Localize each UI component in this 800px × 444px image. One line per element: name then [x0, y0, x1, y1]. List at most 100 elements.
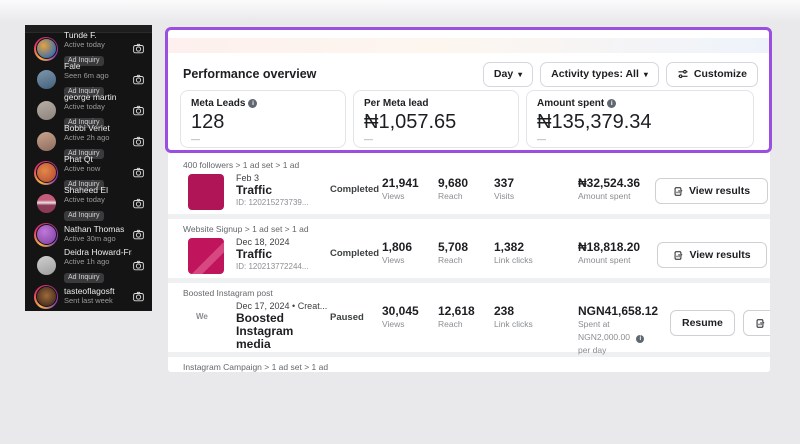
avatar	[35, 255, 57, 276]
dm-status: Active today	[64, 195, 105, 205]
customize-button[interactable]: Customize	[665, 61, 758, 87]
view-results-button[interactable]: View r	[742, 310, 770, 336]
camera-icon[interactable]	[132, 135, 145, 148]
avatar-frame	[34, 192, 58, 216]
dm-list-item[interactable]: tasteoflagosft Sent last week	[25, 281, 152, 311]
campaign-title: Traffic	[236, 247, 273, 261]
ad-inquiry-badge: Ad Inquiry	[64, 210, 104, 221]
campaign-breadcrumb: Website Signup > 1 ad set > 1 ad	[183, 224, 309, 234]
activity-types-dropdown[interactable]: Activity types: All ▾	[540, 61, 659, 87]
camera-icon[interactable]	[132, 197, 145, 210]
info-icon[interactable]: i	[607, 99, 617, 108]
dm-status: Active 1h ago	[64, 257, 110, 267]
dm-name: Bobbi Veriet	[64, 124, 110, 134]
dm-name: tasteoflagosft	[64, 287, 115, 297]
stat-instagram-profile: 254 Instagram Profile	[494, 371, 550, 372]
campaign-date: Dec 17, 2024 • Creat...	[236, 301, 328, 311]
campaign-title: Traffic	[236, 183, 273, 197]
info-icon[interactable]: i	[636, 335, 645, 344]
avatar	[35, 38, 57, 59]
campaign-breadcrumb: Boosted Instagram post	[183, 288, 273, 298]
avatar-frame	[34, 99, 58, 123]
avatar	[35, 286, 57, 307]
dm-list-item[interactable]: Bobbi Veriet Active 2h ago Ad Inquiry	[25, 124, 152, 159]
avatar-frame	[34, 130, 58, 154]
info-icon[interactable]: i	[248, 99, 258, 108]
dm-sidebar-header-partial	[25, 25, 152, 33]
camera-icon[interactable]	[132, 104, 145, 117]
dm-list-item[interactable]: Nathan Thomas Active 30m ago	[25, 219, 152, 250]
dm-list-item[interactable]: george martin Active today Ad Inquiry	[25, 93, 152, 128]
story-ring	[34, 222, 58, 247]
view-results-icon	[675, 250, 683, 260]
camera-icon[interactable]	[132, 228, 145, 241]
metric-trend: —	[537, 134, 546, 144]
avatar	[35, 100, 57, 121]
header-gradient-band	[168, 38, 770, 53]
metric-card-per-meta-lead[interactable]: Per Meta lead ₦1,057.65 —	[353, 90, 519, 148]
ad-thumbnail: We	[196, 312, 208, 321]
metric-label: Amount spent	[537, 98, 605, 109]
campaign-row[interactable]: Boosted Instagram post We Dec 17, 2024 •…	[168, 283, 770, 355]
dm-status: Active now	[64, 164, 101, 174]
campaign-date: Dec 18, 2024	[236, 237, 290, 247]
camera-icon[interactable]	[132, 166, 145, 179]
avatar	[35, 224, 57, 245]
metric-card-meta-leads[interactable]: Meta Leads i 128 —	[180, 90, 346, 148]
dm-list-item[interactable]: Deidra Howard-Fransaw Active 1h ago Ad I…	[25, 248, 152, 283]
view-results-icon	[756, 318, 765, 328]
chevron-down-icon: ▾	[643, 69, 648, 79]
view-results-button[interactable]: View results	[655, 178, 768, 204]
avatar	[35, 193, 57, 214]
campaign-title: Boosted Instagram media	[236, 311, 294, 351]
stat-link-clicks: 1,382 Link clicks	[494, 240, 533, 265]
view-results-icon	[674, 186, 683, 196]
ad-inquiry-badge: Ad Inquiry	[64, 86, 104, 97]
amount-spent-cell: ₦18,818.20 Amount spent	[578, 240, 641, 265]
metric-label: Meta Leads	[191, 98, 246, 109]
dm-list-item[interactable]: Phat Qt Active now Ad Inquiry	[25, 155, 152, 190]
ad-thumbnail	[188, 238, 224, 274]
dm-status: Active 30m ago	[64, 234, 116, 244]
metric-label: Per Meta lead	[364, 98, 429, 109]
camera-icon[interactable]	[132, 42, 145, 55]
stat-link-clicks: 238 Link clicks	[494, 304, 533, 329]
status-badge: Completed	[330, 248, 380, 259]
dm-name: Deidra Howard-Fransaw	[64, 248, 132, 258]
status-badge: Paused	[330, 312, 364, 323]
dm-list-item[interactable]: Shaheed El Active today Ad Inquiry	[25, 186, 152, 221]
metric-card-amount-spent[interactable]: Amount spent i ₦135,379.34 —	[526, 90, 754, 148]
metric-trend: —	[191, 134, 200, 144]
dm-name: george martin	[64, 93, 117, 103]
dm-status: Active 2h ago	[64, 133, 110, 143]
ad-thumbnail	[188, 174, 224, 210]
campaign-row[interactable]: Instagram Campaign > 1 ad set > 1 ad Mar…	[168, 357, 770, 372]
campaign-row[interactable]: Website Signup > 1 ad set > 1 ad Dec 18,…	[168, 219, 770, 278]
row-divider	[168, 214, 770, 219]
dm-list-item[interactable]: Tunde F. Active today Ad Inquiry	[25, 31, 152, 66]
ad-inquiry-badge: Ad Inquiry	[64, 117, 104, 128]
dm-status: Sent last week	[64, 296, 113, 306]
dm-name: Phat Qt	[64, 155, 93, 165]
avatar	[35, 162, 57, 183]
customize-label: Customize	[693, 68, 747, 80]
camera-icon[interactable]	[132, 259, 145, 272]
campaign-id: ID: 120215273739...	[236, 198, 309, 207]
avatar-frame	[34, 254, 58, 278]
dm-list-item[interactable]: Fale Seen 6m ago Ad Inquiry	[25, 62, 152, 97]
stat-visits: 337 Visits	[494, 176, 515, 201]
resume-button[interactable]: Resume	[670, 310, 735, 336]
campaign-breadcrumb: 400 followers > 1 ad set > 1 ad	[183, 160, 300, 170]
camera-icon[interactable]	[132, 73, 145, 86]
page-title: Performance overview	[183, 67, 317, 81]
day-filter-dropdown[interactable]: Day ▾	[482, 61, 534, 87]
dm-status: Seen 6m ago	[64, 71, 109, 81]
dm-name: Fale	[64, 62, 81, 72]
campaign-row[interactable]: 400 followers > 1 ad set > 1 ad Feb 3 Tr…	[168, 155, 770, 214]
view-results-button[interactable]: View results	[657, 242, 767, 268]
camera-icon[interactable]	[132, 290, 145, 303]
metric-value: 128	[191, 111, 225, 133]
dm-status: Active today	[64, 40, 105, 50]
stat-views: 21,941 Views	[382, 176, 419, 201]
metric-trend: —	[364, 134, 373, 144]
